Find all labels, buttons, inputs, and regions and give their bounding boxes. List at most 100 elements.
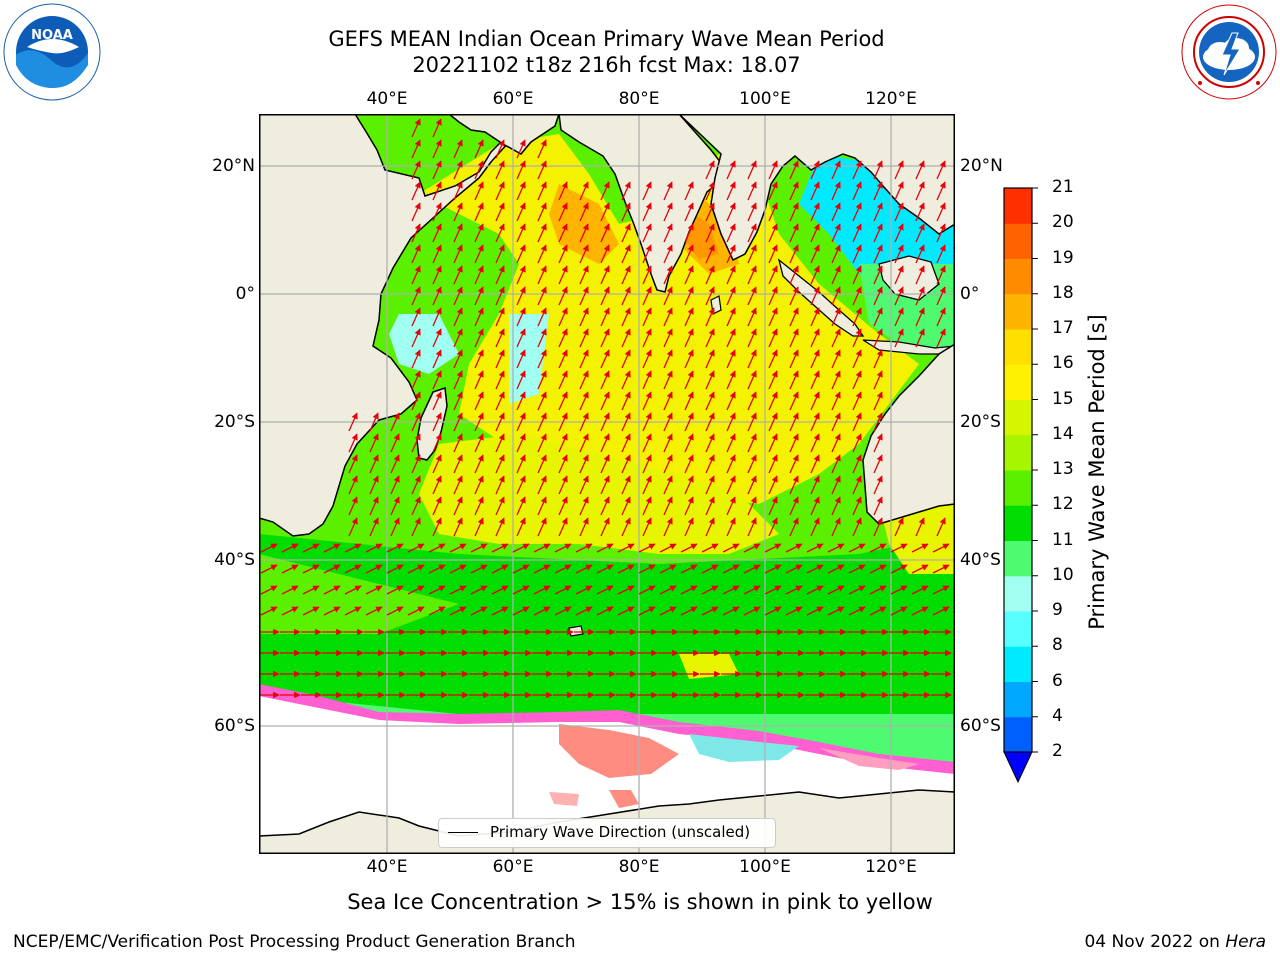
lat-tick-right-20s: 20°S (960, 412, 1001, 432)
wave-arrow (453, 370, 463, 390)
wave-arrow (302, 585, 320, 595)
lon-tick-top-80e: 80°E (618, 89, 660, 109)
wave-arrow (810, 370, 820, 390)
wave-arrow (743, 564, 761, 574)
wave-arrow (705, 328, 715, 348)
wave-arrow (558, 286, 568, 306)
wave-arrow (642, 475, 652, 495)
map-subtitle: 20221102 t18z 216h fcst Max: 18.07 (412, 53, 801, 77)
wave-arrow (873, 412, 883, 432)
wave-arrow (495, 454, 505, 474)
wave-arrow (474, 139, 484, 159)
wave-arrow (663, 475, 673, 495)
wave-arrow (579, 370, 589, 390)
colorbar-segment (1004, 434, 1032, 471)
wave-arrow (432, 244, 442, 264)
wave-arrow (659, 585, 677, 595)
wave-arrow (684, 349, 694, 369)
wave-arrow (369, 517, 379, 537)
wave-arrow (495, 202, 505, 222)
wave-arrow (747, 517, 757, 537)
wave-arrow (495, 307, 505, 327)
wave-arrow (638, 585, 656, 595)
lat-tick-right-20n: 20°N (960, 156, 1003, 176)
wave-arrow (789, 328, 799, 348)
wave-arrow (806, 564, 824, 574)
wave-arrow (726, 244, 736, 264)
wave-arrow (470, 543, 488, 553)
wave-arrow (302, 564, 320, 574)
colorbar-tick-label: 16 (1052, 353, 1074, 374)
wave-arrow (474, 307, 484, 327)
wave-arrow (449, 585, 467, 595)
wave-arrow (516, 349, 526, 369)
wave-arrow (537, 286, 547, 306)
wave-arrow (831, 454, 841, 474)
wave-arrow (768, 223, 778, 243)
wave-arrow (915, 328, 925, 348)
wave-arrow (411, 475, 421, 495)
wave-arrow (432, 517, 442, 537)
wave-arrow (726, 328, 736, 348)
wave-arrow (302, 543, 320, 553)
map-panel (259, 114, 955, 854)
lon-tick-top-60e: 60°E (492, 89, 534, 109)
wave-arrow (663, 412, 673, 432)
wave-arrow (869, 585, 887, 595)
wave-arrow (474, 370, 484, 390)
wave-arrow (810, 265, 820, 285)
wave-arrow (579, 286, 589, 306)
wave-arrow (831, 433, 841, 453)
footer-date-text: 04 Nov 2022 on (1084, 932, 1226, 952)
wave-arrow (558, 181, 568, 201)
wave-arrow (642, 370, 652, 390)
wave-arrow (768, 202, 778, 222)
wave-arrow (642, 244, 652, 264)
wave-arrow (596, 606, 614, 616)
wave-arrow (558, 433, 568, 453)
lat-tick-left-0: 0° (235, 284, 255, 304)
wave-arrow (852, 286, 862, 306)
wave-arrow (852, 265, 862, 285)
wave-arrow (533, 585, 551, 595)
wave-arrow (411, 118, 421, 138)
wave-arrow (386, 543, 404, 553)
wave-arrow (785, 585, 803, 595)
wave-arrow (579, 202, 589, 222)
wave-arrow (789, 265, 799, 285)
wave-arrow (579, 223, 589, 243)
wave-arrow (533, 564, 551, 574)
wave-arrow (390, 496, 400, 516)
wave-arrow (554, 585, 572, 595)
wave-arrow (432, 139, 442, 159)
wave-arrow (348, 496, 358, 516)
wave-arrow (495, 370, 505, 390)
wave-arrow (411, 244, 421, 264)
wave-arrow (701, 543, 719, 553)
wave-arrow (596, 585, 614, 595)
wave-arrow (663, 223, 673, 243)
wave-arrow (348, 433, 358, 453)
wave-arrow (705, 181, 715, 201)
wave-arrow (747, 160, 757, 180)
wave-arrow (260, 564, 278, 574)
wave-arrow (852, 391, 862, 411)
wave-arrow (642, 181, 652, 201)
wave-arrow (726, 160, 736, 180)
wave-arrow (474, 454, 484, 474)
colorbar-segment (1004, 470, 1032, 506)
wave-arrow (558, 391, 568, 411)
wave-arrow (432, 433, 442, 453)
wave-arrow (453, 349, 463, 369)
colorbar-tick-label: 12 (1052, 494, 1074, 515)
wave-arrow (516, 328, 526, 348)
wave-arrow (852, 517, 862, 537)
wave-arrow (936, 202, 946, 222)
colorbar-tick-label: 13 (1052, 459, 1074, 479)
wave-arrow (411, 412, 421, 432)
wave-arrow (411, 433, 421, 453)
wave-arrow (827, 543, 845, 553)
wave-arrow (537, 244, 547, 264)
wave-arrow (390, 412, 400, 432)
wave-arrow (600, 307, 610, 327)
